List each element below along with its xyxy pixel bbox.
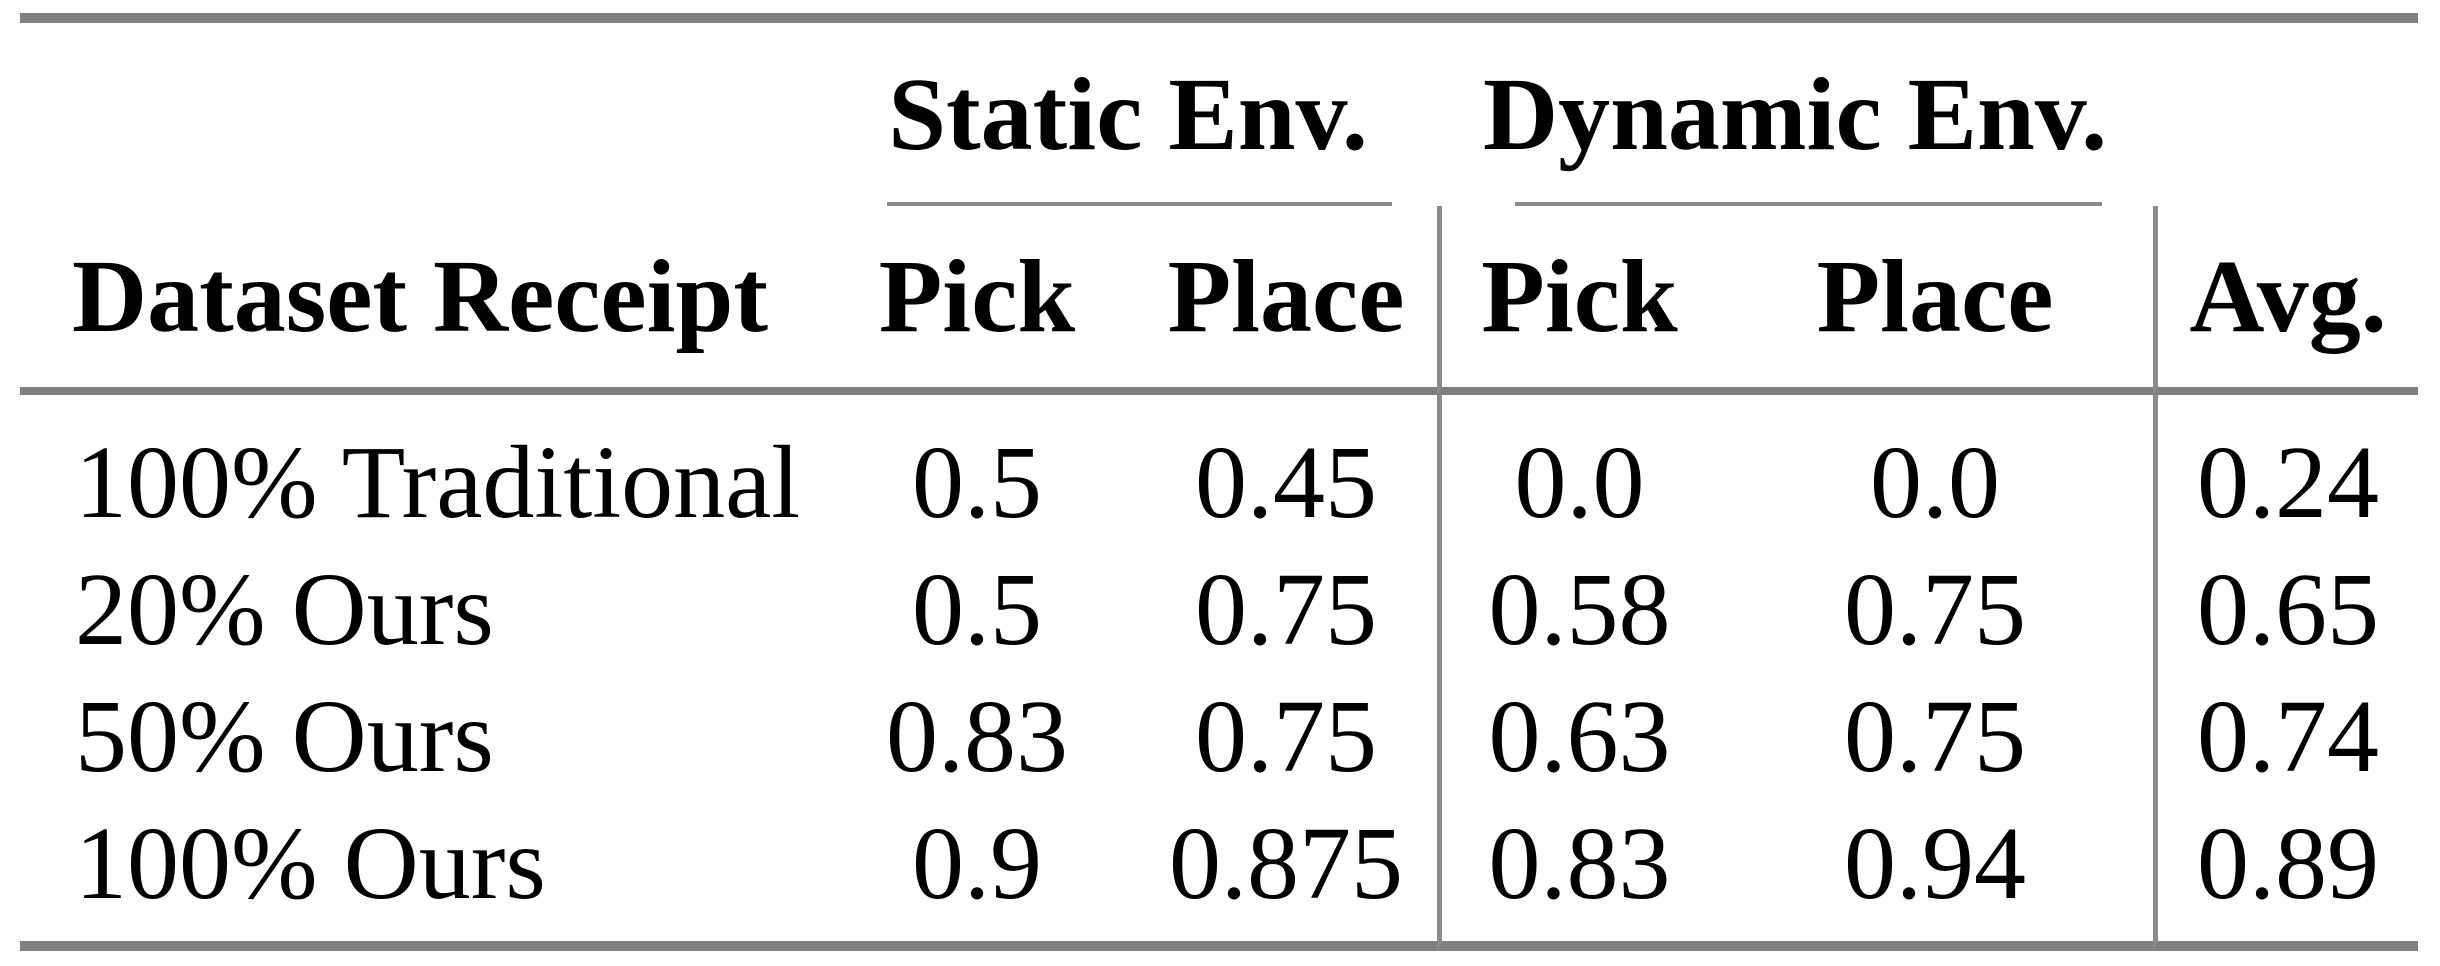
value-cell: 0.65 xyxy=(2153,546,2418,673)
group-label-static: Static Env. xyxy=(888,56,1368,172)
group-header-dynamic-env: Dynamic Env. xyxy=(1437,23,2153,206)
value-cell: 0.58 xyxy=(1437,546,1717,673)
value-cell: 0.94 xyxy=(1717,800,2154,951)
value-cell: 0.5 xyxy=(912,424,1042,540)
value-cell: 0.75 xyxy=(1844,678,2027,794)
row-label: 50% Ours xyxy=(75,678,494,794)
value-cell: 0.75 xyxy=(1844,551,2027,667)
results-table: Static Env. Dynamic Env. Dataset Receipt… xyxy=(20,13,2419,951)
table-row: 100% Ours 0.9 0.875 0.83 0.94 0.89 xyxy=(20,800,2419,951)
group-header-static-env: Static Env. xyxy=(819,23,1437,206)
value-cell: 0.83 xyxy=(1437,800,1718,951)
value-cell: 0.83 xyxy=(886,678,1068,794)
table-row: 100% Traditional 0.5 0.45 0.0 0.0 0.24 xyxy=(20,395,2418,546)
value-cell: 0.75 xyxy=(1195,551,1377,667)
row-label: 20% Ours xyxy=(75,551,494,667)
cmidrule-dynamic xyxy=(1515,202,2103,206)
value-cell: 0.89 xyxy=(2153,800,2419,951)
group-label-dynamic: Dynamic Env. xyxy=(1482,56,2108,172)
col-header-dynamic-place: Place xyxy=(1717,206,2154,395)
value-cell: 0.63 xyxy=(1437,673,1717,800)
col-header-static-place: Place xyxy=(1135,206,1438,395)
value-cell: 0.5 xyxy=(912,551,1042,667)
value-cell: 0.0 xyxy=(1870,424,2001,540)
corner-cell xyxy=(20,23,819,206)
value-cell: 0.9 xyxy=(819,800,1135,951)
column-header-row: Dataset Receipt Pick Place Pick Place Av… xyxy=(20,206,2419,395)
corner-cell xyxy=(2153,23,2418,206)
col-header-avg: Avg. xyxy=(2153,206,2419,395)
table-row: 20% Ours 0.5 0.75 0.58 0.75 0.65 xyxy=(20,546,2418,673)
group-header-row: Static Env. Dynamic Env. xyxy=(20,23,2418,206)
value-cell: 0.45 xyxy=(1195,424,1377,540)
table-row: 50% Ours 0.83 0.75 0.63 0.75 0.74 xyxy=(20,673,2418,800)
col-header-dynamic-pick: Pick xyxy=(1437,206,1718,395)
value-cell: 0.75 xyxy=(1195,678,1377,794)
value-cell: 0.0 xyxy=(1437,395,1717,546)
cmidrule-static xyxy=(887,202,1393,206)
col-header-dataset-receipt: Dataset Receipt xyxy=(20,206,819,395)
row-label: 100% Traditional xyxy=(75,424,801,540)
col-header-static-pick: Pick xyxy=(819,206,1135,395)
value-cell: 0.74 xyxy=(2153,673,2418,800)
row-label: 100% Ours xyxy=(20,800,819,951)
value-cell: 0.24 xyxy=(2153,395,2418,546)
value-cell: 0.875 xyxy=(1135,800,1438,951)
